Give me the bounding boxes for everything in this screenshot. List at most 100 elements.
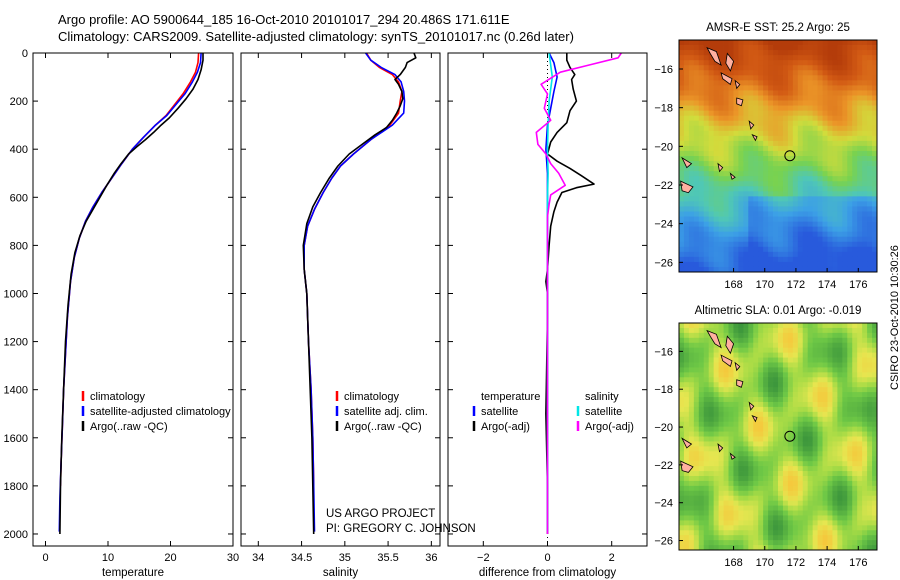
sla_map-cell [852, 387, 858, 393]
sla_map-cell [862, 436, 868, 442]
sst_map-cell [728, 266, 734, 273]
temperature-legend-label: Argo(..raw -QC) [90, 421, 168, 433]
sst_map-cell [782, 186, 789, 192]
sla_map-cell [703, 377, 710, 383]
sst_map-cell [852, 191, 858, 197]
sst_map-cell [773, 70, 779, 76]
sla_map-cell [768, 510, 774, 516]
sla_map-cell [862, 421, 868, 428]
sst_map-cell [778, 176, 784, 182]
sst_map-cell [743, 135, 749, 142]
sla_map-cell [812, 357, 818, 363]
sla_map-cell [708, 485, 715, 492]
sla_map-cell [763, 421, 769, 428]
sla_map-cell [698, 421, 705, 428]
sla_map-cell [797, 510, 804, 516]
sst_map-cell [862, 216, 868, 222]
sst_map-cell [847, 166, 853, 172]
sst_map-cell [842, 145, 848, 152]
sst_map-cell [862, 256, 868, 263]
sst_map-cell [679, 85, 685, 91]
sla_map-cell [862, 332, 868, 339]
sla_map-cell [718, 387, 724, 393]
sst_map-cell [832, 120, 838, 127]
sst_map-cell [872, 201, 878, 207]
sst_map-cell [758, 65, 764, 71]
sst_map-cell [862, 70, 868, 76]
sla_map-cell [822, 411, 828, 418]
sst_map-cell [738, 226, 744, 233]
sla_map-cell [698, 475, 705, 482]
sst_map-cell [792, 135, 799, 142]
sst_map-cell [862, 80, 868, 86]
sla_map-cell [852, 382, 858, 388]
sla_map-cell [723, 530, 729, 536]
sst_map-cell [708, 166, 715, 172]
sla_map-cell [797, 367, 804, 373]
sla_map-cell [728, 495, 734, 502]
sla_map-cell [837, 357, 843, 363]
sst_map-cell [683, 130, 690, 137]
sst_map-cell [822, 70, 828, 76]
sla_map-cell [852, 411, 858, 418]
sst_map-cell [847, 120, 853, 127]
sla_map-cell [778, 495, 784, 502]
sst_map-cell [852, 196, 858, 202]
sla_map-cell [782, 510, 789, 516]
sla_map-cell [812, 431, 818, 437]
sst_map-cell [768, 125, 774, 132]
sst_map-cell [743, 45, 749, 51]
sst_map-cell [817, 130, 823, 137]
sst_map-cell [817, 261, 823, 268]
sla_map-cell [802, 525, 809, 531]
sst_map-cell [748, 251, 754, 258]
sla_map-cell [758, 505, 764, 511]
sla_map-cell [797, 530, 804, 536]
sla_map-cell [748, 545, 754, 551]
sla_map-cell [837, 446, 843, 452]
sla_map-cell [698, 392, 705, 398]
sla_map-cell [817, 475, 823, 482]
sst_map-cell [748, 105, 754, 112]
sla_map-cell [857, 446, 863, 452]
sla_map-cell [738, 480, 744, 487]
sla_map-cell [728, 377, 734, 383]
sla_map-cell [733, 342, 739, 349]
sst_map-cell [837, 45, 843, 51]
sla_map-cell [857, 367, 863, 373]
sla_map-cell [822, 431, 828, 437]
sst_map-cell [733, 65, 739, 71]
sla_map-cell [797, 387, 804, 393]
sla_map-cell [817, 367, 823, 373]
sst_map-cell [792, 216, 799, 222]
sla_map-cell [679, 456, 685, 462]
sst_map-cell [728, 201, 734, 207]
sst_map-cell [817, 70, 823, 76]
sst_map-cell [837, 150, 843, 157]
sla_map-cell [857, 485, 863, 492]
sla_map-cell [802, 337, 809, 344]
sla_map-cell [768, 342, 774, 349]
sla_map-cell [792, 535, 799, 541]
sst_map-cell [688, 196, 695, 202]
sst_map-cell [768, 186, 774, 192]
sst_map-cell [787, 201, 794, 207]
sla_map-cell [688, 456, 695, 462]
sla_map-cell [852, 466, 858, 472]
sla_map-cell [763, 406, 769, 413]
sla_map-cell [867, 456, 873, 462]
sst_map-cell [872, 206, 878, 212]
sla_map-cell [778, 525, 784, 531]
sst_map-cell [837, 236, 843, 243]
sst_map-cell [713, 236, 719, 243]
sst_map-cell [748, 211, 754, 217]
sst_map-cell [723, 40, 729, 46]
sst_map-cell [822, 140, 828, 147]
sst_map-cell [802, 55, 809, 61]
sst_map-cell [852, 145, 858, 152]
sst_map-cell [792, 166, 799, 172]
sla_map-cell [768, 401, 774, 408]
sst_map-cell [758, 80, 764, 86]
sst_map-cell [708, 70, 715, 76]
sst_map-cell [703, 45, 710, 51]
